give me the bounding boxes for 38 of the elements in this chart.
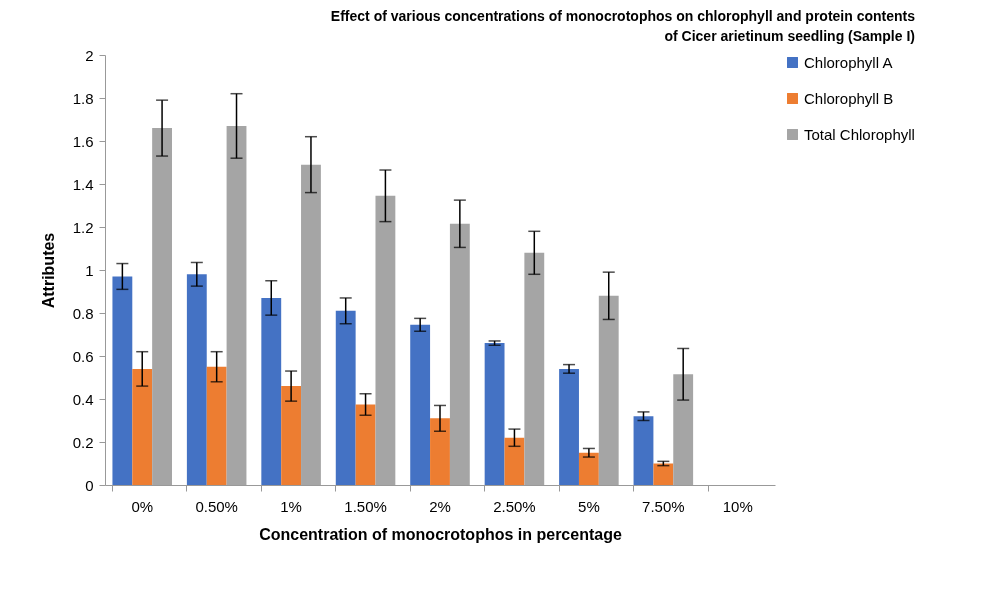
x-tick-label: 1%: [280, 497, 302, 515]
y-tick-label: 0.8: [72, 304, 94, 322]
legend-label: Total Chlorophyll: [804, 125, 915, 143]
y-tick-label: 0.4: [72, 390, 94, 408]
y-tick-label: 1: [85, 261, 94, 279]
x-tick-label: 2.50%: [493, 497, 536, 515]
legend-label: Chlorophyll B: [804, 89, 894, 107]
y-tick-label: 1.4: [72, 175, 94, 193]
y-tick-label: 1.2: [72, 218, 94, 236]
bar: [633, 416, 654, 485]
bar: [335, 310, 356, 485]
bar: [132, 368, 153, 485]
legend-label: Chlorophyll A: [804, 53, 893, 71]
x-tick-label: 0%: [131, 497, 154, 515]
y-tick-label: 2: [85, 46, 94, 64]
x-tick-label: 1.50%: [344, 497, 387, 515]
bar: [410, 324, 431, 485]
y-tick-label: 0: [85, 476, 94, 494]
y-tick-label: 0.6: [72, 347, 94, 365]
y-tick-label: 0.2: [72, 433, 94, 451]
x-tick-label: 5%: [578, 497, 600, 515]
bar: [281, 386, 302, 485]
bar: [112, 276, 133, 485]
x-tick-label: 10%: [722, 497, 753, 515]
y-tick-label: 1.6: [72, 132, 94, 150]
y-tick-label: 1.8: [72, 89, 94, 107]
bar: [504, 437, 525, 485]
y-axis-title: Attributes: [39, 232, 57, 309]
chart-title: Effect of various concentrations of monocrotophos on chlorophyll and protein contents of Cicer arietinum seedling (Sample I): [330, 8, 916, 44]
x-tick-label: 7.50%: [642, 497, 685, 515]
bar: [186, 274, 207, 485]
bar: [355, 404, 376, 485]
bar: [206, 366, 227, 485]
bar: [261, 297, 282, 485]
x-tick-label: 0.50%: [195, 497, 238, 515]
bar: [430, 418, 450, 485]
x-axis-title: Concentration of monocrotophos in percentage: [259, 525, 622, 543]
x-tick-label: 2%: [429, 497, 451, 515]
